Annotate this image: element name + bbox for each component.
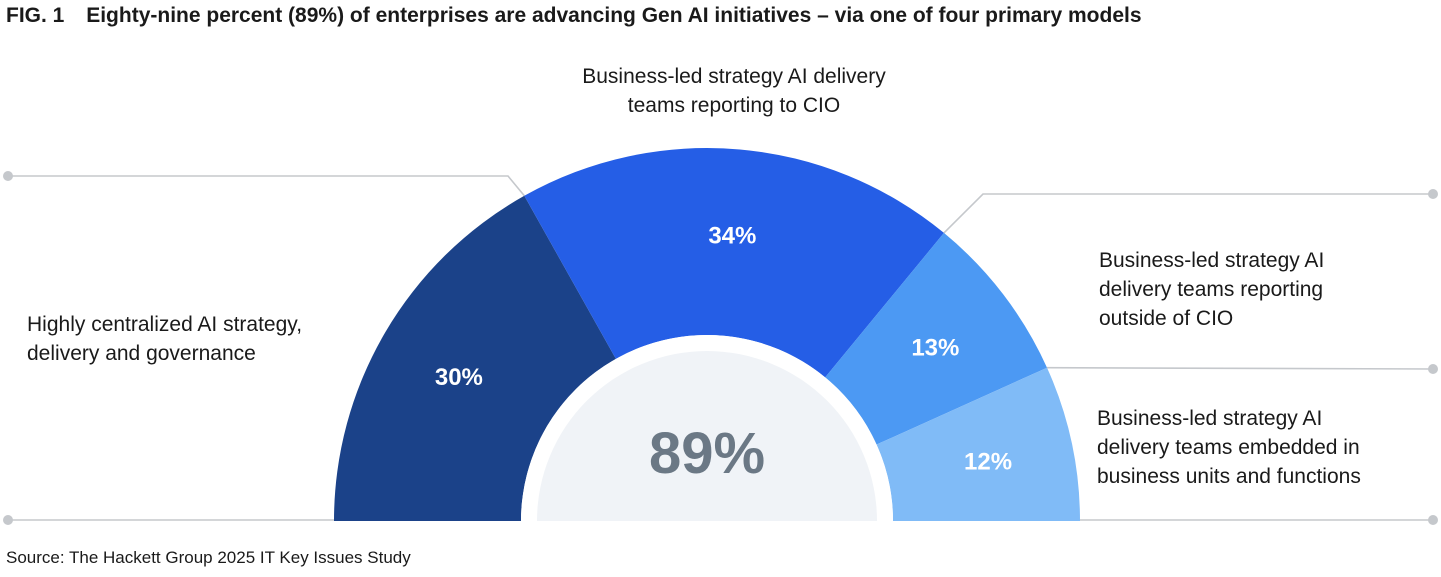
category-label-line: Business-led strategy AI delivery — [582, 65, 886, 88]
figure-title: FIG. 1 Eighty-nine percent (89%) of ente… — [6, 4, 1142, 27]
category-label-line: delivery and governance — [27, 342, 256, 365]
slice-value-label-4: 12% — [964, 449, 1012, 476]
center-hub — [537, 351, 877, 521]
category-label-4: Business-led strategy AI delivery teams e… — [1097, 407, 1361, 488]
category-label-line: Business-led strategy AI — [1097, 407, 1322, 430]
slice-1 — [334, 195, 616, 522]
baseline-dot-left — [3, 515, 13, 525]
leader-dot-2 — [1428, 189, 1438, 199]
category-label-line: business units and functions — [1097, 465, 1361, 488]
slice-2 — [524, 147, 944, 378]
donut-slices — [334, 147, 1080, 522]
figure-title-prefix: FIG. 1 — [6, 4, 65, 27]
baseline-dot-right — [1428, 515, 1438, 525]
slice-value-labels: 30% 34% 13% 12% — [435, 223, 1012, 476]
figure-title-text: Eighty-nine percent (89%) of enterprises… — [86, 4, 1141, 27]
category-label-line: delivery teams reporting — [1099, 278, 1323, 301]
slice-3 — [825, 232, 1048, 445]
leader-line-1 — [8, 175, 525, 197]
category-label-2: Business-led strategy AI delivery teams r… — [582, 65, 886, 117]
center-value: 89% — [649, 421, 765, 486]
category-label-line: Business-led strategy AI — [1099, 249, 1324, 272]
leader-line-3 — [1047, 366, 1434, 370]
category-label-line: teams reporting to CIO — [628, 94, 840, 117]
leader-dot-3 — [1428, 364, 1438, 374]
category-label-line: Highly centralized AI strategy, — [27, 313, 302, 336]
category-label-line: outside of CIO — [1099, 307, 1233, 330]
leader-dot-1 — [3, 171, 13, 181]
category-label-3: Business-led strategy AI delivery teams r… — [1099, 249, 1324, 330]
slice-value-label-1: 30% — [435, 364, 483, 391]
source-note: Source: The Hackett Group 2025 IT Key Is… — [6, 548, 411, 567]
category-label-1: Highly centralized AI strategy, delivery … — [27, 313, 302, 365]
leader-lines — [3, 171, 1438, 525]
category-label-line: delivery teams embedded in — [1097, 436, 1360, 459]
leader-line-2 — [943, 193, 1433, 234]
slice-4 — [876, 367, 1080, 521]
slice-value-label-2: 34% — [708, 223, 756, 250]
category-labels: Highly centralized AI strategy, delivery … — [27, 65, 1361, 488]
slice-value-label-3: 13% — [911, 334, 959, 361]
